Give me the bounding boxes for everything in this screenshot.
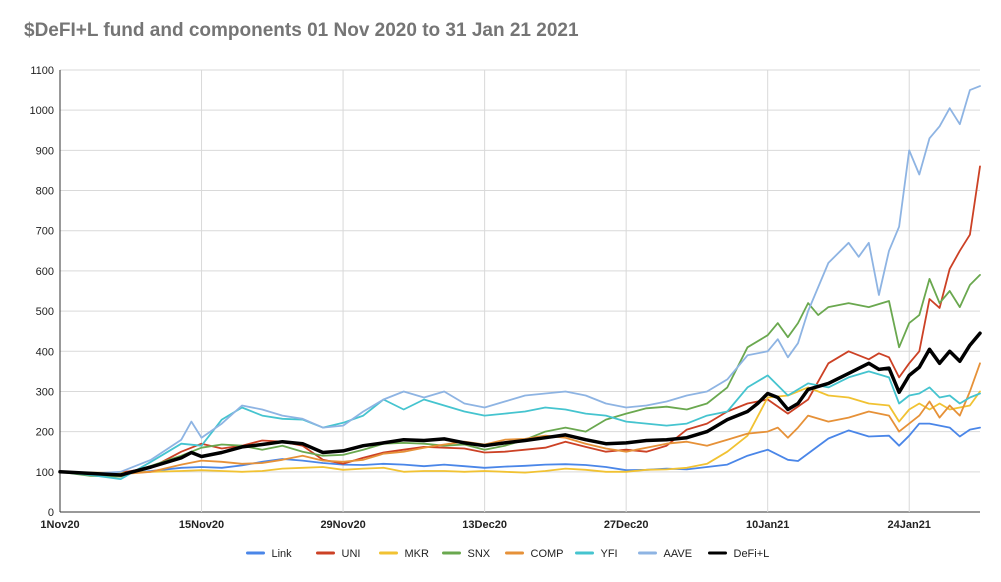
y-tick-label: 100 — [36, 467, 54, 479]
series-line-snx — [59, 274, 981, 478]
y-tick-label: 200 — [36, 427, 54, 439]
y-tick-label: 900 — [36, 145, 54, 157]
series-line-yfi — [59, 370, 981, 480]
x-tick-label: 27Dec20 — [604, 519, 649, 531]
series-line-uni — [59, 165, 981, 475]
legend-item: COMP — [505, 548, 564, 560]
x-tick-label: 10Jan21 — [746, 519, 789, 531]
legend-label: AAVE — [664, 548, 693, 560]
series-lines — [58, 85, 982, 480]
y-tick-label: 700 — [36, 226, 54, 238]
legend-label: MKR — [405, 548, 430, 560]
legend-item: DeFi+L — [708, 548, 770, 560]
legend-label: Link — [272, 548, 293, 560]
legend: Link UNI MKR SNX COMP YFI AAVE DeFi+L — [246, 548, 770, 560]
y-tick-label: 1100 — [30, 65, 54, 77]
legend-label: UNI — [342, 548, 361, 560]
chart-title: $DeFI+L fund and components 01 Nov 2020 … — [24, 20, 579, 41]
y-tick-label: 600 — [36, 266, 54, 278]
grid-lines — [59, 69, 980, 513]
legend-item: YFI — [575, 548, 618, 560]
y-tick-label: 400 — [36, 346, 54, 358]
y-tick-label: 800 — [36, 186, 54, 198]
y-tick-label: 1000 — [30, 105, 54, 117]
y-tick-label: 300 — [36, 386, 54, 398]
legend-label: YFI — [601, 548, 618, 560]
legend-item: UNI — [316, 548, 361, 560]
x-tick-label: 29Nov20 — [320, 519, 365, 531]
y-tick-label: 0 — [48, 507, 54, 519]
x-tick-label: 15Nov20 — [179, 519, 224, 531]
x-tick-label: 24Jan21 — [888, 519, 931, 531]
legend-item: Link — [246, 548, 293, 560]
legend-item: AAVE — [638, 548, 693, 560]
y-tick-label: 500 — [36, 306, 54, 318]
legend-item: MKR — [379, 548, 430, 560]
legend-item: SNX — [442, 548, 491, 560]
series-line-defi-l — [58, 331, 982, 477]
legend-label: DeFi+L — [734, 548, 770, 560]
series-line-aave — [59, 85, 981, 475]
series-line-comp — [59, 362, 981, 476]
axes: 0 100 200 300 400 500 600 700 800 900 1000 1100 1Nov… — [30, 65, 931, 531]
legend-label: SNX — [468, 548, 491, 560]
legend-label: COMP — [531, 548, 564, 560]
x-tick-label: 13Dec20 — [462, 519, 507, 531]
x-tick-label: 1Nov20 — [40, 519, 79, 531]
series-line-mkr — [59, 386, 981, 474]
